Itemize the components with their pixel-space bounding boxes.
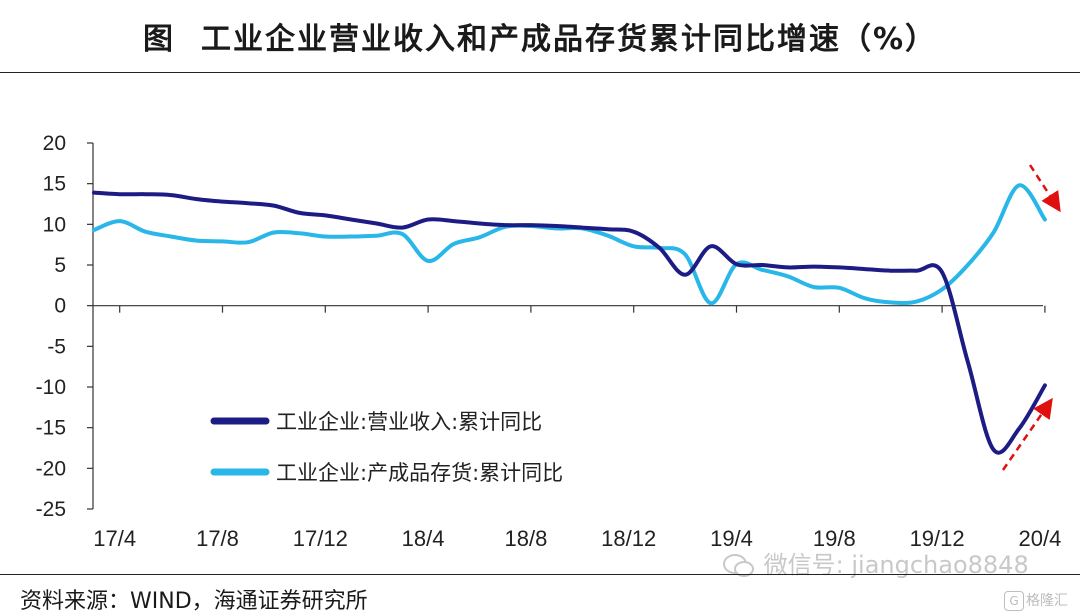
wechat-icon xyxy=(723,554,754,577)
x-tick-label: 18/8 xyxy=(504,526,547,551)
x-tick-label: 17/8 xyxy=(196,526,239,551)
y-tick-label: 15 xyxy=(43,173,66,196)
logo-text: 格隆汇 xyxy=(1026,593,1068,609)
x-tick-label: 19/4 xyxy=(710,526,753,551)
logo-icon: G xyxy=(1004,591,1024,611)
x-tick-label: 18/12 xyxy=(601,526,656,551)
trend-arrow-down xyxy=(1028,164,1061,213)
trend-arrows xyxy=(1001,164,1061,471)
corner-logo: G 格隆汇 xyxy=(1004,590,1068,611)
figure-label: 图 xyxy=(142,22,175,57)
x-tick-label: 18/4 xyxy=(402,526,445,551)
legend-label: 工业企业:营业收入:累计同比 xyxy=(276,410,542,434)
x-tick-label: 17/12 xyxy=(293,526,348,551)
source-note: 资料来源：WIND，海通证券研究所 xyxy=(20,589,368,614)
source-bar: 资料来源：WIND，海通证券研究所 xyxy=(0,574,1080,615)
axes: 20 15 10 5 0 -5 -10 -15 -20 -25 17/4 17/8 17/12 18/4 1… xyxy=(36,132,1062,551)
chart-title-text: 工业企业营业收入和产成品存货累计同比增速（%） xyxy=(200,22,938,57)
y-tick-label: -10 xyxy=(36,376,66,399)
y-tick-label: 10 xyxy=(43,213,66,236)
trend-arrow-up xyxy=(1001,397,1053,471)
line-chart: 20 15 10 5 0 -5 -10 -15 -20 -25 17/4 17/8 17/12 18/4 1… xyxy=(36,132,1062,551)
series-lines xyxy=(92,183,1047,455)
series-line-revenue xyxy=(92,190,1047,455)
x-tick-label: 20/4 xyxy=(1018,526,1061,551)
x-tick-label: 17/4 xyxy=(93,526,136,551)
y-tick-label: 5 xyxy=(54,254,66,277)
y-tick-label: 20 xyxy=(43,132,66,155)
y-tick-label: -25 xyxy=(36,498,66,521)
chart-title: 图工业企业营业收入和产成品存货累计同比增速（%） xyxy=(0,14,1080,58)
x-tick-label: 19/12 xyxy=(910,526,965,551)
legend-label: 工业企业:产成品存货:累计同比 xyxy=(276,461,563,485)
title-bar: 图工业企业营业收入和产成品存货累计同比增速（%） xyxy=(0,0,1080,73)
x-tick-label: 19/8 xyxy=(813,526,856,551)
y-tick-label: -5 xyxy=(47,335,66,358)
y-tick-label: 0 xyxy=(54,295,66,318)
y-tick-label: -20 xyxy=(36,457,66,480)
y-tick-label: -15 xyxy=(36,417,66,440)
